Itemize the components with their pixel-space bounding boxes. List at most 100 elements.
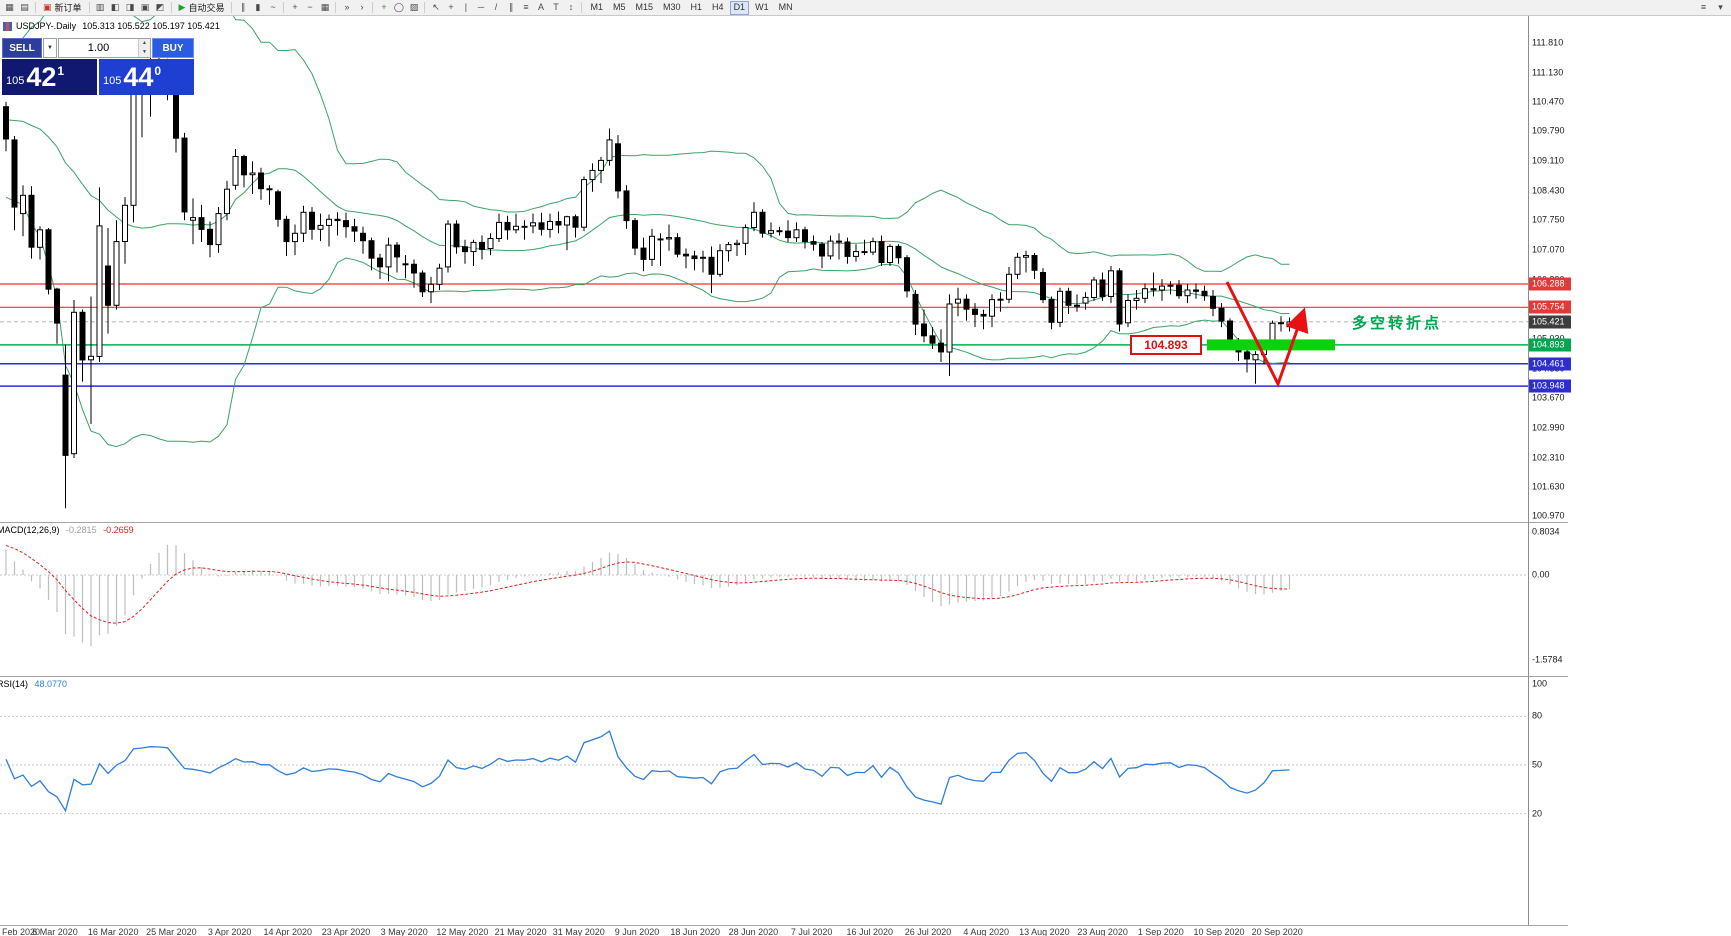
bar-chart-icon[interactable]: ∥ bbox=[240, 2, 246, 12]
terminal-icon[interactable]: ▣ bbox=[140, 2, 150, 12]
candle bbox=[904, 255, 910, 298]
candle bbox=[436, 263, 443, 290]
fibonacci-icon[interactable]: ≡ bbox=[523, 2, 529, 12]
text-icon[interactable]: A bbox=[537, 2, 544, 12]
text-label-icon[interactable]: T bbox=[553, 2, 559, 12]
vertical-line-icon[interactable]: | bbox=[464, 2, 468, 12]
candle bbox=[776, 226, 783, 236]
tile-windows-icon[interactable]: ▦ bbox=[320, 2, 330, 12]
price-tick-label: 109.110 bbox=[1532, 155, 1564, 166]
market-watch-icon[interactable]: ▥ bbox=[95, 2, 105, 12]
templates-icon[interactable]: ▨ bbox=[409, 2, 419, 12]
new-order-icon: ▣ bbox=[43, 2, 52, 12]
date-axis-label: 31 May 2020 bbox=[552, 927, 605, 936]
candle bbox=[547, 213, 553, 238]
new-order-button[interactable]: ▣ 新订单 bbox=[39, 1, 86, 14]
date-axis-label: 28 Jun 2020 bbox=[728, 927, 779, 936]
candle bbox=[462, 239, 468, 264]
chart-profiles-icon[interactable]: ▤ bbox=[20, 2, 29, 12]
date-axis-label: 16 Mar 2020 bbox=[87, 927, 139, 936]
date-axis-label: 14 Apr 2020 bbox=[263, 927, 313, 936]
date-axis-label: 4 Aug 2020 bbox=[963, 927, 1009, 936]
candle bbox=[802, 226, 808, 249]
candle bbox=[198, 204, 205, 242]
macd-axis-label: 0.00 bbox=[1532, 569, 1550, 580]
sell-price-display[interactable]: 105 42 1 bbox=[2, 59, 97, 95]
window-list-icon[interactable]: ≡ bbox=[1700, 2, 1707, 12]
strategy-tester-icon[interactable]: ◩ bbox=[155, 2, 165, 12]
data-window-icon[interactable]: ◧ bbox=[110, 2, 120, 12]
candle bbox=[589, 163, 596, 192]
timeframe-m5-button[interactable]: M5 bbox=[612, 2, 626, 12]
candle bbox=[674, 233, 681, 258]
chart-canvas[interactable] bbox=[0, 16, 1731, 936]
equidistant-channel-icon[interactable]: ∥ bbox=[508, 2, 514, 12]
timeframe-m1-button[interactable]: M1 bbox=[590, 2, 603, 12]
trade-controls-row: SELL ▼ ▲ ▼ BUY bbox=[2, 38, 194, 58]
price-tick-label: 109.790 bbox=[1532, 125, 1565, 136]
autotrading-button[interactable]: ▶ 自动交易 bbox=[175, 1, 229, 14]
timeframe-m30-button[interactable]: M30 bbox=[663, 2, 681, 12]
timeframe-d1-button[interactable]: D1 bbox=[729, 0, 750, 15]
buy-price-big: 44 bbox=[123, 62, 154, 92]
indicators-icon[interactable]: + bbox=[381, 2, 387, 12]
candle bbox=[1167, 281, 1174, 295]
candle bbox=[768, 222, 774, 238]
candle bbox=[980, 309, 987, 330]
support-zone-highlight[interactable] bbox=[1207, 339, 1335, 351]
timeframe-mn-button[interactable]: MN bbox=[778, 2, 793, 12]
crosshair-icon[interactable]: + bbox=[448, 2, 454, 12]
candle bbox=[785, 220, 791, 242]
candle bbox=[3, 101, 9, 152]
zoom-in-icon[interactable]: + bbox=[292, 2, 298, 12]
trend-reversal-arrow[interactable] bbox=[1225, 281, 1309, 388]
rsi-axis-label: 50 bbox=[1532, 759, 1543, 770]
candle bbox=[1108, 266, 1114, 304]
price-badge: 104.461 bbox=[1529, 357, 1571, 371]
autotrading-button-label: 自动交易 bbox=[188, 3, 225, 13]
date-axis-label: 25 Mar 2020 bbox=[146, 927, 197, 936]
candle bbox=[504, 215, 511, 240]
buy-price-display[interactable]: 105 44 0 bbox=[99, 59, 194, 95]
trendline-icon[interactable]: / bbox=[494, 2, 498, 12]
timeframe-w1-button[interactable]: W1 bbox=[755, 2, 769, 12]
volume-decrement-button[interactable]: ▼ bbox=[139, 48, 150, 57]
sell-button[interactable]: SELL bbox=[2, 38, 42, 58]
sell-price-big: 42 bbox=[26, 62, 57, 92]
periods-icon[interactable]: ◯ bbox=[393, 2, 404, 12]
auto-scroll-icon[interactable]: » bbox=[344, 2, 350, 12]
buy-button[interactable]: BUY bbox=[152, 38, 194, 58]
turning-point-annotation[interactable]: 多空转折点 bbox=[1352, 315, 1443, 332]
timeframe-h1-button[interactable]: H1 bbox=[690, 2, 703, 12]
date-axis-label: Feb 2020 bbox=[2, 927, 41, 936]
candle bbox=[1116, 268, 1123, 332]
candle bbox=[37, 226, 43, 260]
cursor-icon[interactable]: ↖ bbox=[432, 2, 440, 12]
toolbar-separator bbox=[231, 2, 233, 13]
rsi-axis-label: 20 bbox=[1532, 808, 1543, 819]
candle bbox=[691, 250, 698, 271]
horizontal-line-icon[interactable]: ─ bbox=[477, 2, 485, 12]
timeframe-m15-button[interactable]: M15 bbox=[635, 2, 654, 12]
candle bbox=[496, 213, 502, 242]
new-chart-icon[interactable]: ▦ bbox=[5, 2, 14, 12]
volume-input[interactable] bbox=[59, 39, 138, 57]
volume-increment-button[interactable]: ▲ bbox=[139, 39, 150, 48]
chart-shift-icon[interactable]: › bbox=[360, 2, 364, 12]
toolbar-options-icon[interactable]: ▾ bbox=[1718, 2, 1723, 12]
support-price-callout[interactable]: 104.893 bbox=[1130, 335, 1202, 355]
bollinger-upper-band bbox=[5, 16, 1290, 272]
zoom-out-icon[interactable]: − bbox=[307, 2, 313, 12]
arrows-icon[interactable]: ↕ bbox=[568, 2, 574, 12]
candle bbox=[1031, 252, 1038, 280]
macd-value: -0.2815 bbox=[66, 525, 97, 535]
date-axis-label: 1 Sep 2020 bbox=[1137, 927, 1184, 936]
timeframe-h4-button[interactable]: H4 bbox=[712, 2, 724, 12]
date-axis-label: 3 Apr 2020 bbox=[207, 927, 252, 936]
line-chart-icon[interactable]: ~ bbox=[270, 2, 276, 12]
volume-dropdown-button[interactable]: ▼ bbox=[43, 38, 57, 58]
candle bbox=[1278, 316, 1284, 332]
candlestick-chart-icon[interactable]: ▮ bbox=[255, 2, 261, 12]
navigator-icon[interactable]: ◨ bbox=[125, 2, 135, 12]
one-click-trading-panel: SELL ▼ ▲ ▼ BUY 105 42 1 105 bbox=[2, 38, 194, 95]
